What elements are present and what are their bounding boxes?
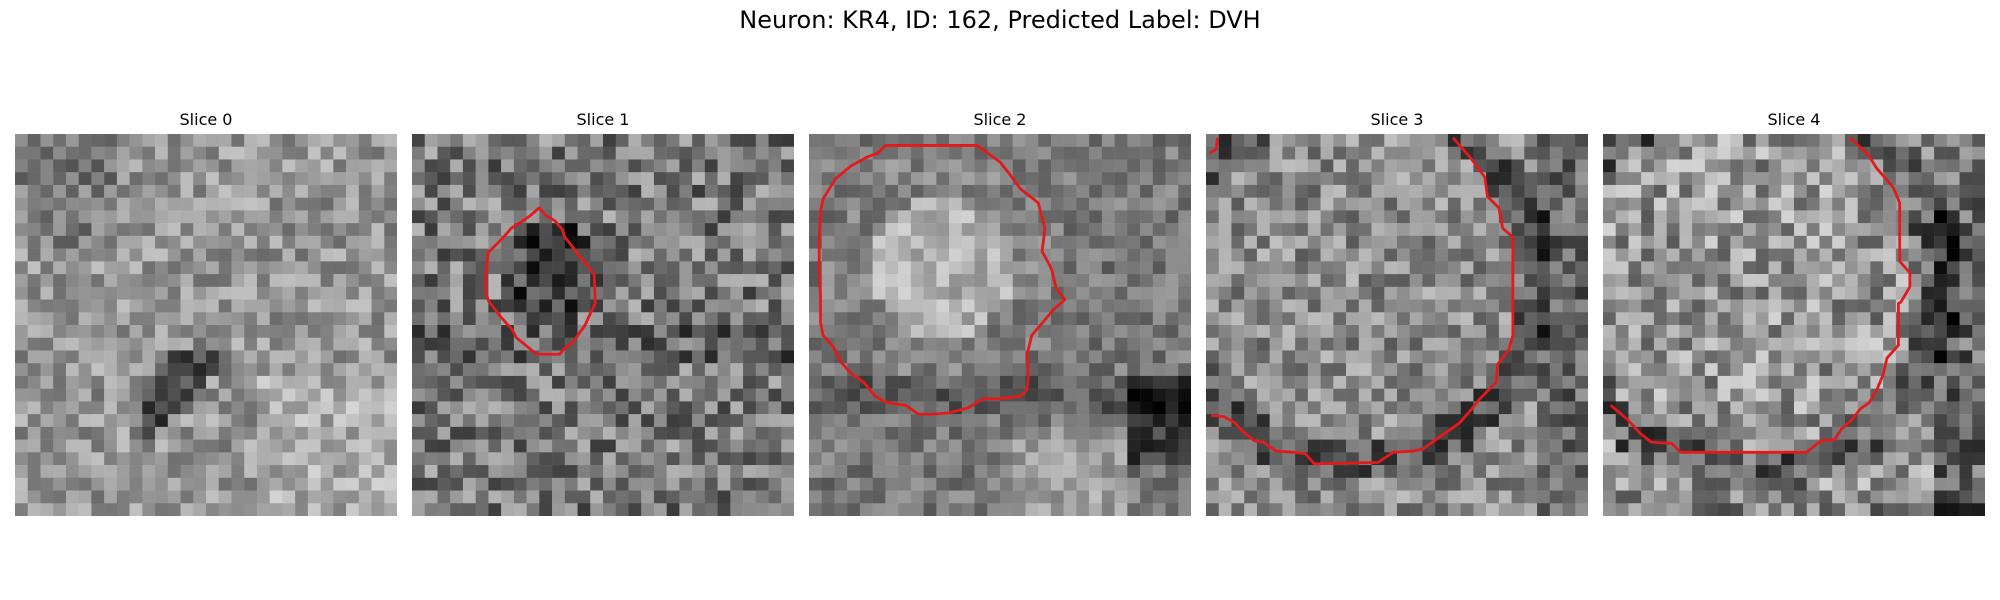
slice-title: Slice 3 — [1370, 110, 1424, 129]
grayscale-slice-image — [1206, 134, 1588, 516]
neuron-contour — [1210, 136, 1515, 466]
figure-title: Neuron: KR4, ID: 162, Predicted Label: D… — [739, 6, 1261, 34]
neuron-contour — [817, 144, 1067, 416]
slice-panel-3: Slice 3 — [1206, 108, 1588, 516]
slice-title: Slice 1 — [576, 110, 630, 129]
grayscale-slice-image — [809, 134, 1191, 516]
slice-panel-2: Slice 2 — [809, 108, 1191, 516]
grayscale-slice-image — [15, 134, 397, 516]
slice-panel-0: Slice 0 — [15, 108, 397, 516]
slice-title: Slice 4 — [1767, 110, 1821, 129]
grayscale-slice-image — [1603, 134, 1985, 516]
slice-panel-1: Slice 1 — [412, 108, 794, 516]
neuron-contour — [1209, 137, 1219, 155]
slice-panel-4: Slice 4 — [1603, 108, 1985, 516]
neuron-contour — [1609, 136, 1912, 454]
neuron-contour — [484, 206, 597, 356]
grayscale-slice-image — [412, 134, 794, 516]
slice-title: Slice 0 — [179, 110, 233, 129]
slice-title: Slice 2 — [973, 110, 1027, 129]
